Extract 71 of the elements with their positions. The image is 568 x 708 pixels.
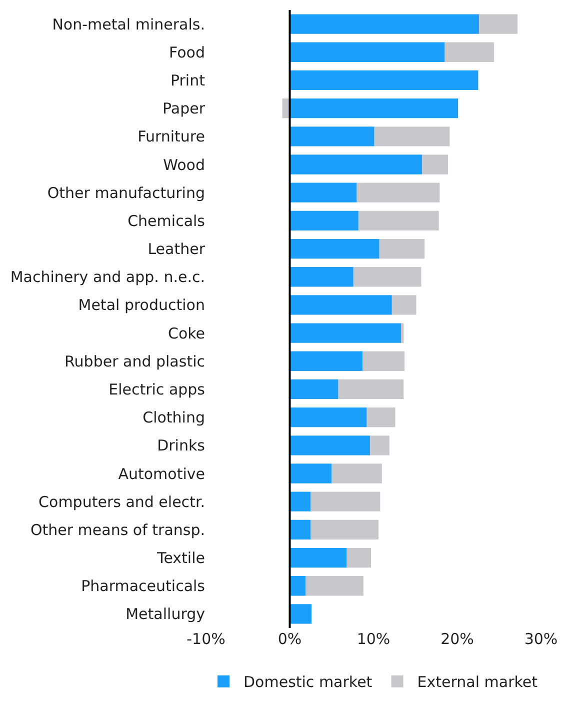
x-tick-label: 30% [524, 630, 558, 648]
bar [370, 436, 390, 456]
y-tick-label: Food [169, 43, 205, 62]
y-tick-label: Machinery and app. n.e.c. [10, 268, 205, 286]
y-tick-label: Non-metal minerals. [52, 15, 205, 34]
bar [366, 407, 396, 428]
bar [290, 323, 402, 343]
y-tick-label: Metal production [78, 296, 205, 314]
bar [358, 210, 439, 231]
y-tick-label: Wood [163, 156, 205, 174]
bar [290, 379, 338, 400]
bar [353, 267, 422, 287]
bar [290, 182, 357, 202]
bar [392, 295, 416, 315]
bar [290, 548, 347, 568]
bar [290, 210, 358, 231]
bar [290, 520, 311, 540]
y-tick-label: Paper [162, 100, 206, 118]
bar [374, 126, 450, 146]
y-tick-label: Pharmaceuticals [81, 577, 206, 596]
x-tick-label: -10% [186, 630, 226, 648]
bar [290, 604, 312, 624]
bar [422, 154, 448, 174]
y-tick-label: Furniture [138, 128, 205, 146]
bar [356, 182, 440, 202]
bar [479, 14, 518, 34]
bar [332, 464, 382, 484]
legend-label: External market [417, 673, 538, 692]
y-tick-label: Electric apps [108, 380, 206, 398]
y-tick-label: Computers and electr. [38, 492, 205, 511]
bar [290, 295, 392, 315]
bar [310, 492, 380, 512]
bar [401, 323, 404, 343]
bar [362, 351, 404, 371]
bar [306, 576, 364, 596]
y-tick-label: Automotive [118, 464, 205, 483]
bar [290, 42, 445, 62]
bar [290, 464, 332, 484]
y-tick-label: Coke [168, 324, 205, 342]
bar [282, 98, 290, 118]
x-tick-label: 0% [278, 630, 302, 648]
y-tick-label: Print [170, 71, 206, 90]
y-tick-label: Leather [148, 240, 206, 258]
y-tick-label: Clothing [142, 408, 205, 427]
bar [290, 492, 311, 512]
bar [290, 126, 374, 146]
y-tick-label: Other means of transp. [30, 520, 205, 539]
bar [444, 42, 494, 62]
bar [290, 351, 363, 371]
bar [290, 576, 306, 596]
x-tick-label: 20% [440, 630, 474, 648]
bar [338, 379, 404, 400]
bar [290, 70, 478, 90]
bar [379, 238, 425, 259]
bar [290, 238, 380, 259]
bar [290, 407, 367, 428]
bar [290, 436, 370, 456]
y-tick-label: Metallurgy [126, 605, 206, 624]
bar [290, 14, 480, 34]
bar [290, 154, 422, 174]
y-tick-label: Rubber and plastic [64, 352, 205, 370]
bar [346, 548, 371, 568]
y-tick-label: Other manufacturing [47, 184, 205, 202]
x-tick-label: 10% [356, 630, 390, 648]
bar [290, 98, 458, 118]
y-tick-label: Drinks [157, 436, 206, 455]
legend-label: Domestic market [244, 673, 372, 692]
bar [310, 520, 379, 540]
y-tick-label: Textile [156, 549, 205, 568]
y-tick-label: Chemicals [128, 212, 206, 230]
bar [290, 267, 354, 287]
